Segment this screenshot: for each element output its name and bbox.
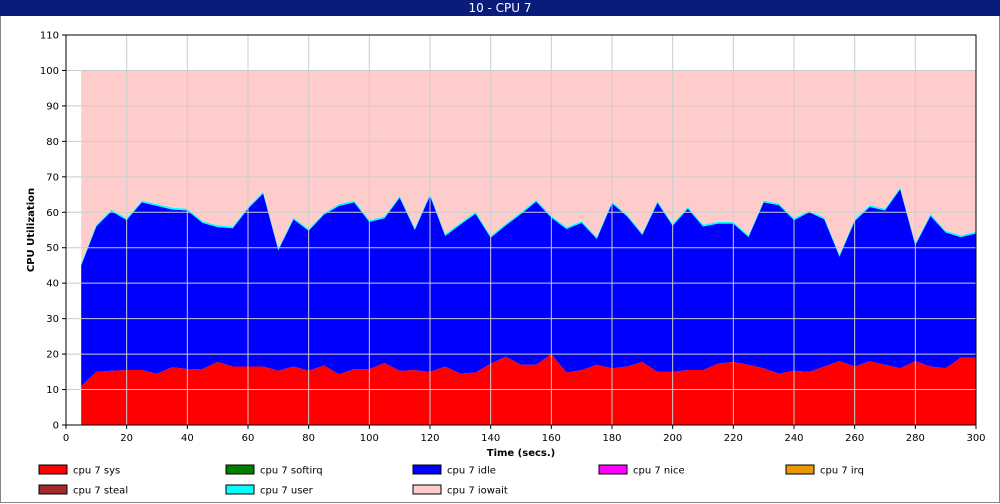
- legend-swatch: [412, 464, 442, 475]
- x-tick-label: 240: [784, 433, 803, 444]
- legend-item-cpu-7-user: cpu 7 user: [225, 484, 314, 497]
- area-cpu-7-iowait: [81, 70, 977, 264]
- y-tick-label: 20: [46, 350, 59, 361]
- y-tick-label: 10: [46, 385, 59, 396]
- legend-swatch: [598, 464, 628, 475]
- x-axis-title: Time (secs.): [487, 448, 556, 459]
- x-tick-label: 220: [724, 433, 743, 444]
- y-tick-label: 30: [46, 314, 59, 325]
- legend-swatch: [38, 464, 68, 475]
- legend: cpu 7 sys cpu 7 softirq cpu 7 idle cpu 7 ni…: [38, 464, 864, 497]
- x-tick-label: 100: [360, 433, 379, 444]
- x-tick-label: 40: [181, 433, 194, 444]
- x-tick-label: 140: [481, 433, 500, 444]
- legend-swatch: [785, 464, 815, 475]
- legend-item-cpu-7-sys: cpu 7 sys: [38, 464, 120, 477]
- legend-swatch: [412, 484, 442, 495]
- legend-label: cpu 7 sys: [73, 466, 120, 477]
- chart-frame: 0 10 20 30 40 50 60 70 80 90 100 110 0 20 40 60 80 100 12…: [0, 16, 1000, 503]
- x-tick-label: 0: [63, 433, 69, 444]
- y-axis-title: CPU Utilization: [26, 188, 37, 272]
- legend-label: cpu 7 softirq: [260, 466, 323, 477]
- legend-item-cpu-7-softirq: cpu 7 softirq: [225, 464, 323, 477]
- area-cpu-7-idle: [81, 189, 977, 386]
- legend-label: cpu 7 user: [260, 486, 314, 497]
- x-tick-labels: 0 20 40 60 80 100 120 140 160 180 200 220 240 260 280 3…: [63, 433, 986, 444]
- legend-swatch: [225, 464, 255, 475]
- legend-item-cpu-7-iowait: cpu 7 iowait: [412, 484, 508, 497]
- y-tick-label: 80: [46, 137, 59, 148]
- cpu-utilization-chart: 0 10 20 30 40 50 60 70 80 90 100 110 0 20 40 60 80 100 12…: [26, 31, 986, 497]
- plot-border: [65, 34, 977, 426]
- x-tick-label: 200: [663, 433, 682, 444]
- x-tick-label: 120: [420, 433, 439, 444]
- y-tick-label: 50: [46, 243, 59, 254]
- x-tick-label: 80: [302, 433, 315, 444]
- legend-item-cpu-7-steal: cpu 7 steal: [38, 484, 128, 497]
- legend-item-cpu-7-idle: cpu 7 idle: [412, 464, 496, 477]
- y-tick-label: 110: [40, 31, 59, 42]
- x-tick-label: 60: [242, 433, 255, 444]
- legend-item-cpu-7-nice: cpu 7 nice: [598, 464, 685, 477]
- legend-label: cpu 7 iowait: [447, 486, 508, 497]
- x-tick-label: 260: [845, 433, 864, 444]
- legend-label: cpu 7 nice: [633, 466, 685, 477]
- legend-item-cpu-7-irq: cpu 7 irq: [785, 464, 864, 477]
- legend-label: cpu 7 idle: [447, 466, 496, 477]
- grid-lines: [65, 34, 977, 426]
- x-tick-label: 20: [120, 433, 133, 444]
- legend-swatch: [225, 484, 255, 495]
- x-tick-label: 280: [906, 433, 925, 444]
- y-tick-label: 90: [46, 101, 59, 112]
- y-tick-label: 40: [46, 279, 59, 290]
- legend-label: cpu 7 steal: [73, 486, 128, 497]
- x-tick-label: 300: [966, 433, 985, 444]
- y-tick-label: 60: [46, 208, 59, 219]
- legend-label: cpu 7 irq: [820, 466, 864, 477]
- y-tick-label: 0: [53, 421, 59, 432]
- y-tick-label: 100: [40, 66, 59, 77]
- x-tick-label: 180: [602, 433, 621, 444]
- legend-swatch: [38, 484, 68, 495]
- window-title: 10 - CPU 7: [0, 0, 1000, 16]
- x-tick-label: 160: [542, 433, 561, 444]
- y-tick-label: 70: [46, 172, 59, 183]
- y-tick-labels: 0 10 20 30 40 50 60 70 80 90 100 110: [40, 31, 59, 432]
- axes: [62, 34, 977, 429]
